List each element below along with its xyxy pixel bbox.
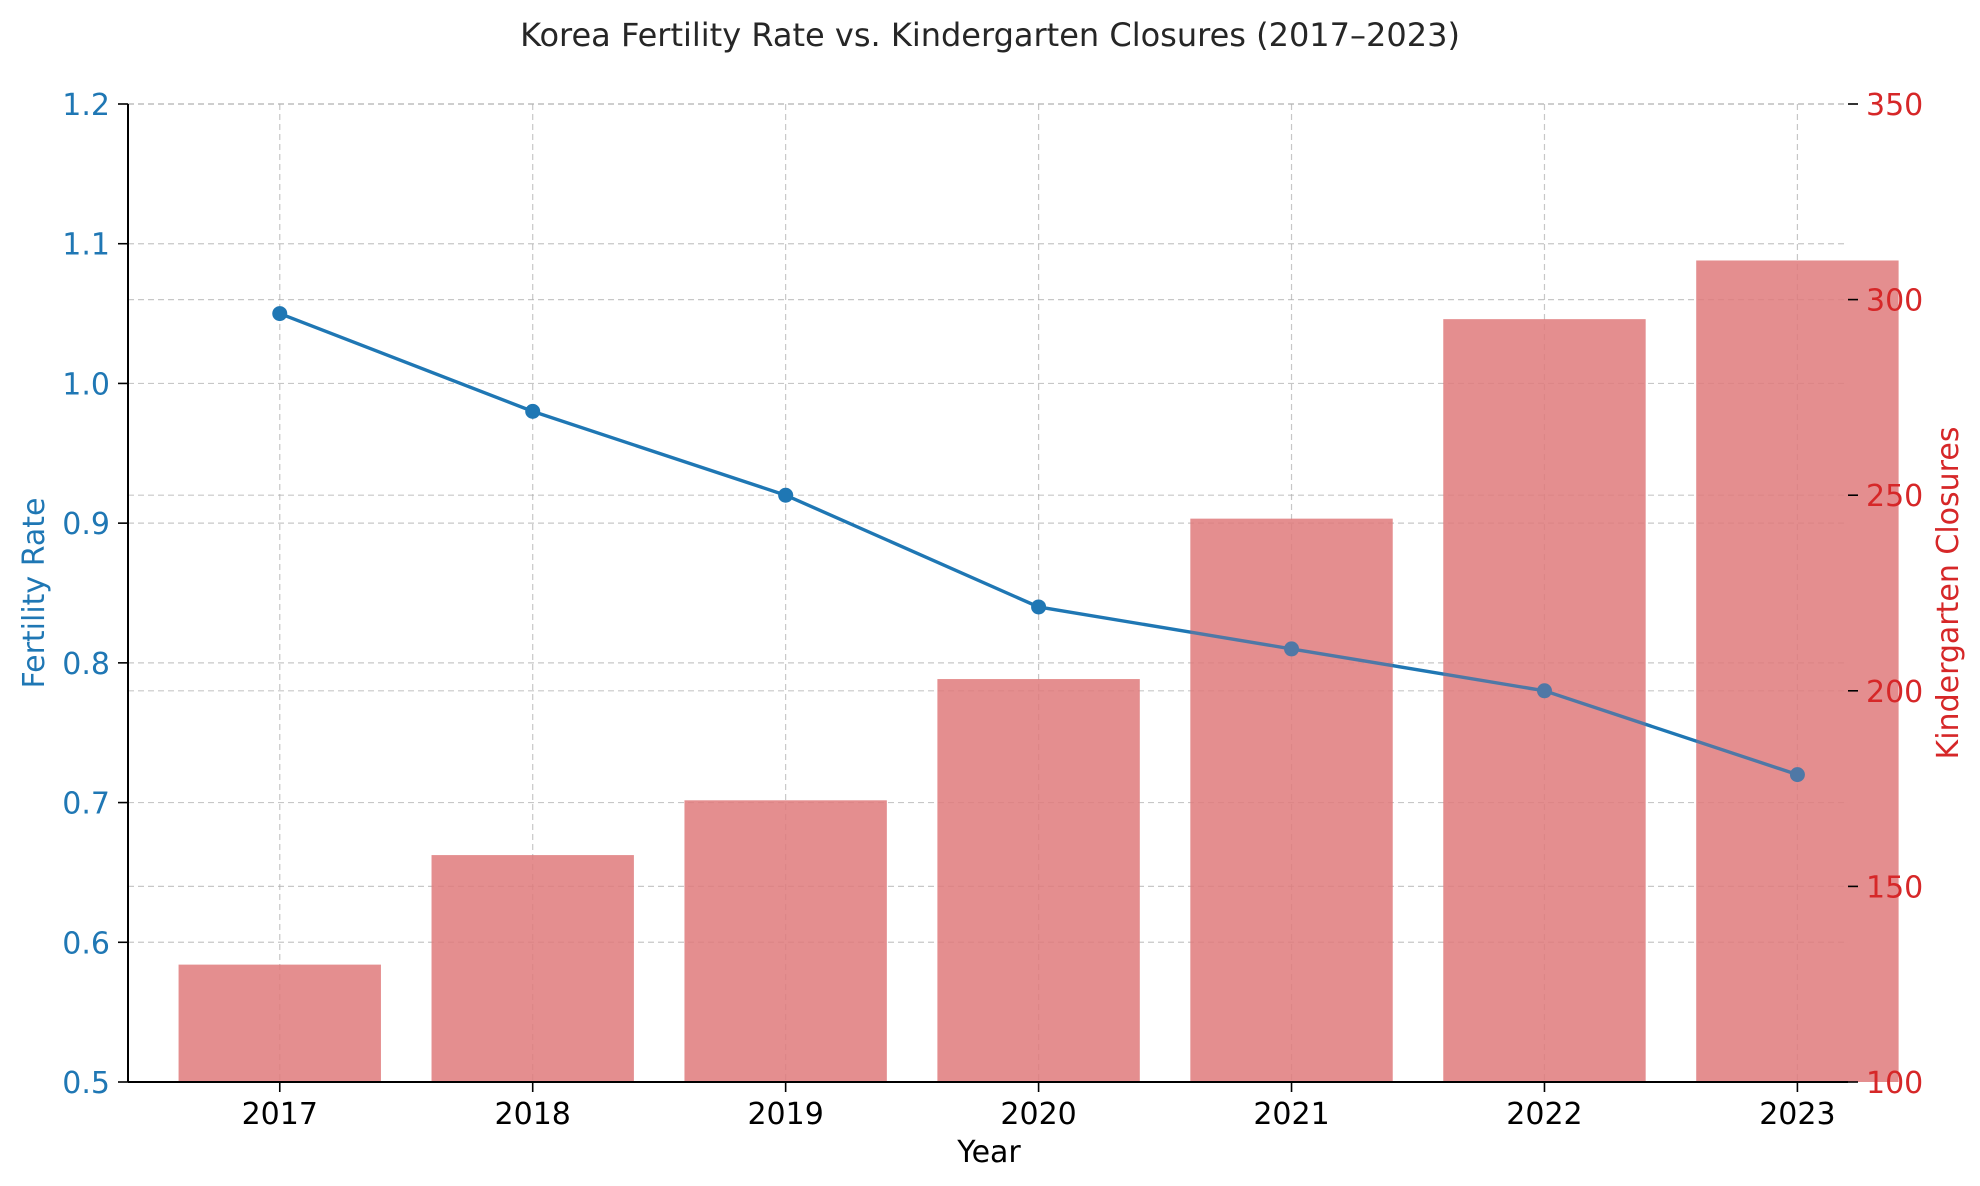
bar-2020 [937, 679, 1140, 1082]
y-right-tick-label-5: 350 [1866, 88, 1923, 123]
bar-2019 [684, 800, 887, 1082]
bar-overlay-2019 [684, 800, 887, 1082]
y-axis-left-label: Fertility Rate [17, 497, 52, 688]
chart-title: Korea Fertility Rate vs. Kindergarten Cl… [520, 16, 1460, 54]
bar-overlay-2022 [1443, 319, 1646, 1082]
fertility-point-2022 [1536, 683, 1552, 699]
y-right-tick-label-0: 100 [1866, 1066, 1923, 1101]
bar-2018 [431, 855, 634, 1082]
x-tick-label-2020: 2020 [1000, 1097, 1076, 1132]
fertility-point-2018 [525, 403, 541, 419]
y-left-tick-label-2: 0.7 [62, 787, 110, 822]
bar-overlay-2021 [1190, 518, 1393, 1082]
bar-series [178, 260, 1899, 1083]
x-tick-label-2018: 2018 [495, 1097, 571, 1132]
fertility-point-2021 [1284, 641, 1300, 657]
bar-overlay-2017 [178, 964, 381, 1082]
y-right-tick-label-2: 200 [1866, 675, 1923, 710]
x-tick-label-2022: 2022 [1506, 1097, 1582, 1132]
y-left-tick-label-0: 0.5 [62, 1066, 110, 1101]
bar-overlay-2023 [1696, 260, 1899, 1083]
x-axis-label: Year [956, 1135, 1021, 1170]
fertility-point-2017 [272, 306, 288, 322]
y-left-tick-label-1: 0.6 [62, 926, 110, 961]
y-right-tick-label-3: 250 [1866, 479, 1923, 514]
y-left-tick-label-7: 1.2 [62, 88, 110, 123]
x-tick-label-2017: 2017 [242, 1097, 318, 1132]
y-left-tick-label-5: 1.0 [62, 367, 110, 402]
fertility-point-2019 [778, 487, 794, 503]
y-right-tick-label-4: 300 [1866, 284, 1923, 319]
bar-2017 [178, 964, 381, 1082]
y-left-tick-label-3: 0.8 [62, 647, 110, 682]
bar-2021 [1190, 518, 1393, 1082]
y-right-tick-label-1: 150 [1866, 870, 1923, 905]
axes: 0.5 0.6 0.7 0.8 0.9 1.0 1.1 1.2 100 150 200 250 300 3… [62, 88, 1923, 1132]
bar-overlay-2020 [937, 679, 1140, 1082]
y-left-tick-label-4: 0.9 [62, 507, 110, 542]
x-tick-label-2021: 2021 [1253, 1097, 1329, 1132]
bar-2022 [1443, 319, 1646, 1082]
fertility-point-2023 [1789, 767, 1805, 783]
y-axis-right-label: Kindergarten Closures [1931, 427, 1966, 760]
line-series [178, 260, 1899, 1083]
x-tick-label-2023: 2023 [1759, 1097, 1835, 1132]
bar-2023 [1696, 260, 1899, 1083]
fertility-point-2020 [1031, 599, 1047, 615]
x-tick-label-2019: 2019 [747, 1097, 823, 1132]
y-left-tick-label-6: 1.1 [62, 228, 110, 263]
bar-overlay-2018 [431, 855, 634, 1082]
